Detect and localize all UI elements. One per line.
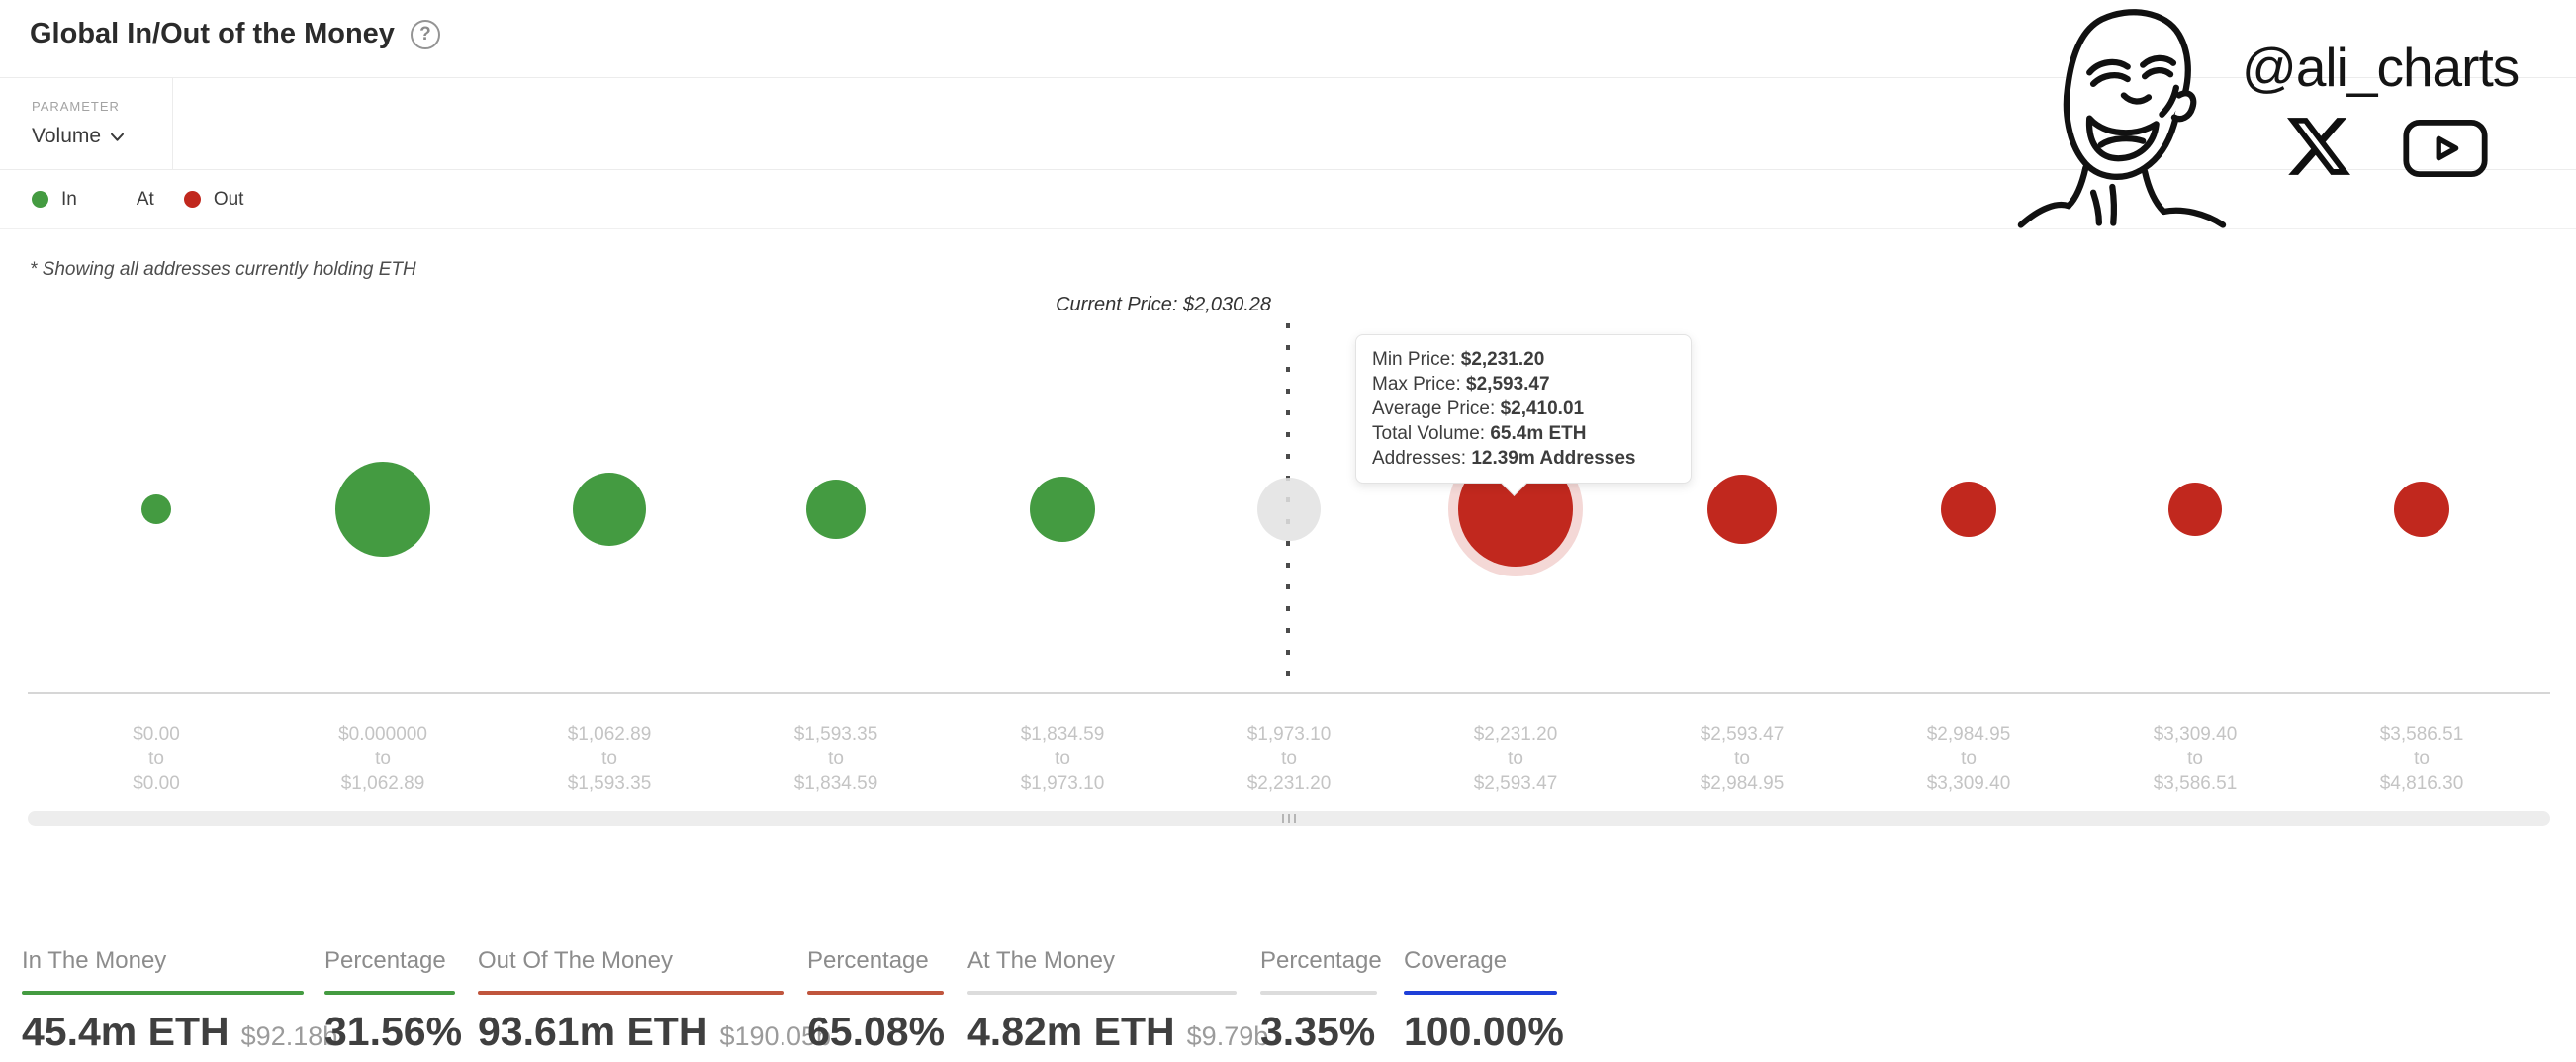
page-title: Global In/Out of the Money: [30, 18, 395, 49]
stat-value: 65.08%: [807, 1009, 946, 1054]
x-axis-label-10: $3,586.51 to $4,816.30: [2379, 724, 2464, 794]
stat-label: At The Money: [967, 947, 1115, 974]
stat-at-the-money: At The Money 4.82m ETH $9.79b: [967, 947, 1268, 1055]
bubble-in-3[interactable]: [806, 480, 866, 539]
stat-underline: [1260, 991, 1377, 995]
x-axis-label-4: $1,834.59 to $1,973.10: [1020, 724, 1105, 794]
tooltip-row-4: Addresses: 12.39m Addresses: [1372, 448, 1636, 469]
x-axis-label-0: $0.00 to $0.00: [133, 724, 180, 794]
laughing-man-sketch-icon: [2017, 9, 2227, 228]
stat-sub-value: $190.05b: [719, 1021, 832, 1051]
stat-value: 45.4m ETH: [22, 1009, 230, 1054]
x-axis-label-9: $3,309.40 to $3,586.51: [2153, 724, 2238, 794]
legend-dot-at-icon: [106, 191, 124, 208]
parameter-value: Volume: [32, 125, 102, 147]
x-logo-icon: [2287, 118, 2350, 175]
stat-out-of-the-money: Out Of The Money 93.61m ETH $190.05b: [478, 947, 831, 1055]
stat-label: Percentage: [324, 947, 446, 974]
header: Global In/Out of the Money ?: [30, 18, 440, 50]
bubble-out-10[interactable]: [2394, 482, 2449, 537]
legend-label-out: Out: [213, 188, 244, 210]
stat-sub-value: $9.79b: [1186, 1021, 1269, 1051]
stat-value: 3.35%: [1260, 1009, 1376, 1054]
stat-underline: [478, 991, 784, 995]
parameter-dropdown[interactable]: Volume: [32, 125, 172, 148]
bubble-in-2[interactable]: [573, 473, 646, 546]
stat-label: Coverage: [1404, 947, 1508, 974]
handle-text: @ali_charts: [2242, 37, 2520, 98]
tooltip-row-0: Min Price: $2,231.20: [1372, 349, 1545, 370]
bubble-in-0[interactable]: [141, 494, 171, 524]
parameter-cell: PARAMETER Volume: [0, 78, 173, 169]
x-axis-label-1: $0.000000 to $1,062.89: [338, 724, 427, 794]
help-icon[interactable]: ?: [410, 19, 440, 49]
stat-underline: [324, 991, 455, 995]
tooltip-row-2: Average Price: $2,410.01: [1372, 398, 1585, 419]
tooltip-row-3: Total Volume: 65.4m ETH: [1372, 423, 1587, 444]
scrollbar-grip[interactable]: [1282, 814, 1296, 823]
bubble-in-4[interactable]: [1030, 477, 1095, 542]
x-axis-label-6: $2,231.20 to $2,593.47: [1473, 724, 1558, 794]
axis-line: [28, 692, 2550, 694]
stat-percentage: Percentage 31.56%: [324, 947, 462, 1055]
stat-coverage: Coverage 100.00%: [1404, 947, 1564, 1055]
bubble-out-8[interactable]: [1941, 482, 1996, 537]
stat-underline: [967, 991, 1237, 995]
tooltip: Min Price: $2,231.20 Max Price: $2,593.47…: [1355, 334, 1692, 484]
chevron-down-icon: [111, 133, 125, 141]
stat-value: 100.00%: [1404, 1009, 1564, 1054]
stat-underline: [1404, 991, 1557, 995]
stat-in-the-money: In The Money 45.4m ETH $92.18b: [22, 947, 337, 1055]
stat-underline: [22, 991, 304, 995]
bubble-out-7[interactable]: [1707, 475, 1777, 544]
stat-value: 31.56%: [324, 1009, 463, 1054]
stat-label: Percentage: [1260, 947, 1382, 974]
stat-underline: [807, 991, 944, 995]
legend-item-in[interactable]: In: [32, 189, 77, 211]
stat-label: Out Of The Money: [478, 947, 673, 974]
legend-item-out[interactable]: Out: [183, 188, 244, 211]
bubble-at-5[interactable]: [1257, 478, 1321, 541]
stat-sub-value: $92.18b: [240, 1021, 338, 1051]
x-axis-label-3: $1,593.35 to $1,834.59: [793, 724, 878, 794]
stat-value: 93.61m ETH: [478, 1009, 708, 1054]
stat-percentage: Percentage 65.08%: [807, 947, 946, 1055]
x-axis-label-8: $2,984.95 to $3,309.40: [1926, 724, 2011, 794]
youtube-logo-icon: [2403, 119, 2488, 178]
x-axis-label-2: $1,062.89 to $1,593.35: [567, 724, 652, 794]
legend-label-at: At: [136, 188, 154, 210]
legend: In At Out: [0, 170, 2576, 229]
legend-dot-out-icon: [183, 191, 201, 208]
legend-dot-in-icon: [32, 191, 48, 208]
tooltip-row-1: Max Price: $2,593.47: [1372, 374, 1550, 395]
legend-item-at[interactable]: At: [106, 188, 154, 211]
stat-label: In The Money: [22, 947, 167, 974]
stat-label: Percentage: [807, 947, 929, 974]
bubble-in-1[interactable]: [335, 462, 430, 557]
note-text: * Showing all addresses currently holdin…: [30, 259, 416, 280]
bubble-out-9[interactable]: [2168, 483, 2222, 536]
x-axis-label-5: $1,973.10 to $2,231.20: [1246, 724, 1332, 794]
parameter-label: PARAMETER: [32, 99, 120, 114]
stat-value: 4.82m ETH: [967, 1009, 1175, 1054]
scrollbar-track[interactable]: [28, 811, 2550, 826]
current-price-label: Current Price: $2,030.28: [1056, 294, 1271, 315]
x-axis-label-7: $2,593.47 to $2,984.95: [1700, 724, 1785, 794]
stat-percentage: Percentage 3.35%: [1260, 947, 1382, 1055]
legend-label-in: In: [61, 188, 77, 210]
